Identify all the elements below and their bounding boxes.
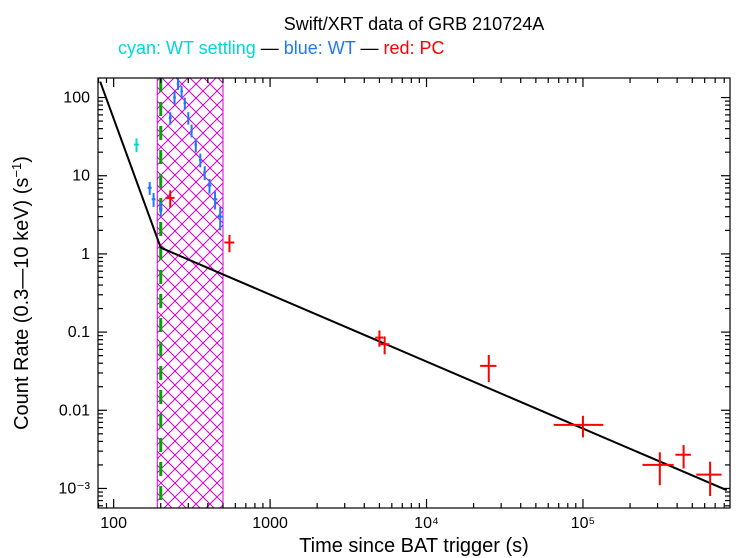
chart-svg: 100 1000 10⁴ 10⁵ 10⁻³ 0.01 0.1 1 10 100 Time since… [0,0,746,558]
ytick-label: 10⁻³ [58,480,90,497]
excluded-interval [157,78,223,508]
series-wt-settling [134,138,139,152]
ytick-label: 1 [81,246,90,263]
ytick-label: 0.01 [59,402,90,419]
ytick-label: 0.1 [68,324,90,341]
chart-container: 100 1000 10⁴ 10⁵ 10⁻³ 0.01 0.1 1 10 100 Time since… [0,0,746,558]
xtick-label: 100 [100,515,127,532]
y-axis-label: Count Rate (0.3—10 keV) (s−1) [9,156,34,430]
chart-subtitle: cyan: WT settling — blue: WT — red: PC [118,38,444,58]
x-axis-label: Time since BAT trigger (s) [299,535,529,557]
ytick-label: 100 [63,90,90,107]
series-pc [166,190,722,496]
ytick-label: 10 [72,168,90,185]
chart-title: Swift/XRT data of GRB 210724A [284,14,544,34]
xtick-label: 1000 [252,515,288,532]
xtick-label: 10⁴ [414,515,439,532]
xtick-label: 10⁵ [571,515,595,532]
